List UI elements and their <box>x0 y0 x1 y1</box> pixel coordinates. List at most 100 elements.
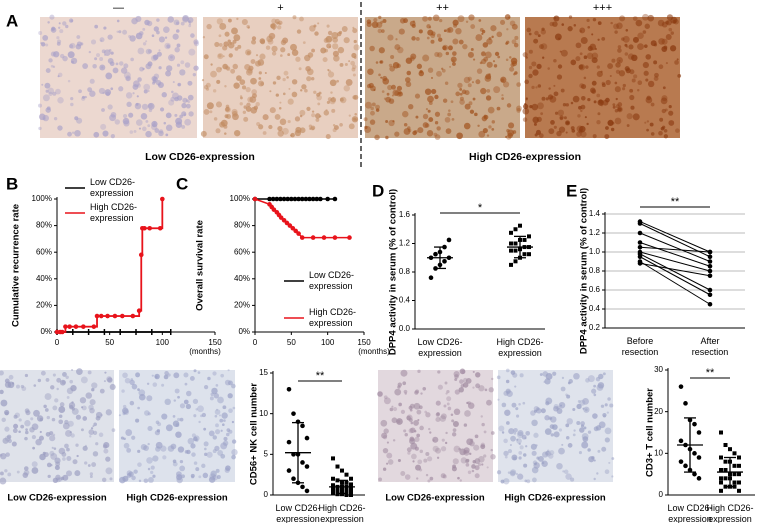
point <box>723 443 728 447</box>
cell-texture <box>262 114 269 121</box>
cell-texture <box>176 474 183 481</box>
cell-texture <box>290 132 295 138</box>
x-unit-label: (months) <box>189 347 221 356</box>
point <box>310 235 316 240</box>
caption: High CD26-expression <box>504 493 606 504</box>
cell-texture <box>243 105 248 109</box>
cell-texture <box>536 63 542 70</box>
cell-texture <box>203 85 209 90</box>
cell-texture <box>650 40 657 47</box>
cell-texture <box>250 59 256 64</box>
cell-texture <box>597 112 601 116</box>
cell-texture <box>611 475 614 478</box>
cell-texture <box>398 402 402 407</box>
cell-texture <box>24 436 28 441</box>
cell-texture <box>227 39 231 43</box>
cell-texture <box>449 65 452 68</box>
cell-texture <box>434 51 440 58</box>
cell-texture <box>91 462 97 468</box>
cell-texture <box>122 117 130 125</box>
cell-texture <box>201 79 205 82</box>
cell-texture <box>426 36 430 40</box>
point <box>289 196 294 202</box>
cell-texture <box>581 95 586 101</box>
cell-texture <box>129 379 135 386</box>
cell-texture <box>216 474 221 480</box>
point <box>678 438 684 444</box>
cell-texture <box>50 385 55 390</box>
point <box>318 196 323 202</box>
grade-label: ++ <box>436 2 449 14</box>
cell-texture <box>397 382 402 387</box>
cell-texture <box>212 435 217 440</box>
cell-texture <box>405 57 413 64</box>
cell-texture <box>154 128 160 133</box>
cell-texture <box>148 108 153 113</box>
cell-texture <box>676 58 679 61</box>
cell-texture <box>138 127 142 130</box>
cell-texture <box>382 18 387 23</box>
point <box>252 196 258 202</box>
cell-texture <box>163 374 169 380</box>
cell-texture <box>501 97 505 100</box>
cell-texture <box>472 386 475 389</box>
cell-texture <box>645 96 653 104</box>
cell-texture <box>370 106 374 111</box>
cell-texture <box>525 97 528 100</box>
cell-texture <box>99 388 105 394</box>
cell-texture <box>452 458 459 465</box>
cell-texture <box>472 58 476 61</box>
cell-texture <box>427 456 433 462</box>
cell-texture <box>170 96 176 102</box>
cell-texture <box>559 115 564 120</box>
cell-texture <box>465 378 472 384</box>
cell-texture <box>111 428 116 432</box>
cell-texture <box>453 408 461 416</box>
cell-texture <box>450 413 454 416</box>
point <box>299 196 305 202</box>
cell-texture <box>123 409 130 416</box>
cell-texture <box>320 47 327 54</box>
cell-texture <box>245 49 252 56</box>
cell-texture <box>427 16 432 21</box>
cell-texture <box>605 126 609 130</box>
cell-texture <box>460 384 465 388</box>
y-tick-label: 1.2 <box>399 239 411 248</box>
cell-texture <box>44 393 52 401</box>
cell-texture <box>116 30 119 33</box>
cell-texture <box>98 87 106 95</box>
point <box>509 262 513 267</box>
cell-texture <box>540 112 544 116</box>
cell-texture <box>477 463 482 467</box>
cell-texture <box>452 428 457 433</box>
cell-texture <box>93 422 97 427</box>
cell-texture <box>663 134 669 139</box>
grade-label: + <box>277 2 283 14</box>
cell-texture <box>597 99 604 106</box>
cell-texture <box>646 128 649 132</box>
cell-texture <box>383 395 388 400</box>
cell-texture <box>580 109 583 113</box>
cell-texture <box>322 57 328 63</box>
cell-texture <box>62 371 67 377</box>
cell-texture <box>624 43 628 47</box>
cell-texture <box>435 447 441 454</box>
cell-texture <box>112 67 119 74</box>
cell-texture <box>622 87 626 91</box>
point <box>737 472 741 477</box>
cell-texture <box>105 456 111 462</box>
cell-texture <box>221 412 228 419</box>
cell-texture <box>632 113 640 121</box>
cell-texture <box>330 91 333 94</box>
y-axis-label: DPP4 activity in serum (% of control) <box>388 189 399 355</box>
cell-texture <box>216 18 223 25</box>
y-tick-label: 40% <box>36 274 52 283</box>
cell-texture <box>387 84 393 91</box>
cell-texture <box>560 88 565 93</box>
cell-texture <box>480 51 487 57</box>
cell-texture <box>416 433 421 438</box>
cell-texture <box>187 94 194 101</box>
cell-texture <box>179 460 184 464</box>
point <box>340 468 344 473</box>
cell-texture <box>175 431 182 438</box>
